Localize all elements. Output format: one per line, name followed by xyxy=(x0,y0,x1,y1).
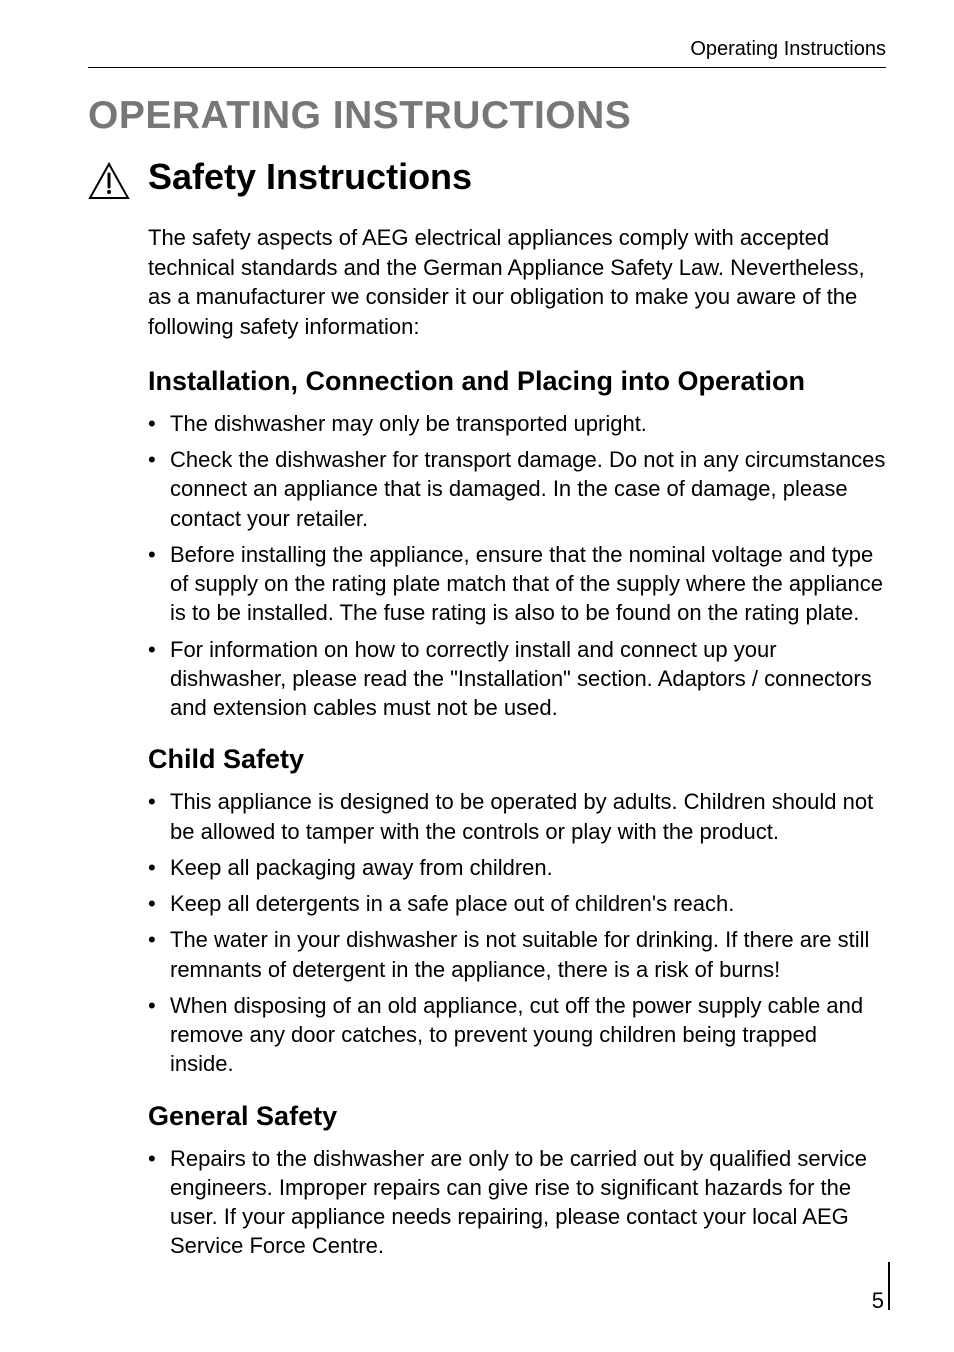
list-item: Check the dishwasher for transport damag… xyxy=(148,445,886,533)
list-item: Before installing the appliance, ensure … xyxy=(148,540,886,628)
main-title: OPERATING INSTRUCTIONS xyxy=(88,94,886,138)
content-block: The safety aspects of AEG electrical app… xyxy=(148,223,886,1261)
warning-triangle-icon xyxy=(88,156,148,205)
intro-paragraph: The safety aspects of AEG electrical app… xyxy=(148,223,886,342)
page: Operating Instructions OPERATING INSTRUC… xyxy=(0,0,954,1261)
list-item: Keep all packaging away from children. xyxy=(148,853,886,882)
side-rule xyxy=(888,1262,890,1310)
page-number: 5 xyxy=(872,1288,884,1314)
sub-title: General Safety xyxy=(148,1101,886,1132)
header-row: Operating Instructions xyxy=(88,38,886,68)
running-title: Operating Instructions xyxy=(690,38,886,61)
list-item: The water in your dishwasher is not suit… xyxy=(148,925,886,984)
list-item: Repairs to the dishwasher are only to be… xyxy=(148,1144,886,1261)
list-item: The dishwasher may only be transported u… xyxy=(148,409,886,438)
list-item: When disposing of an old appliance, cut … xyxy=(148,991,886,1079)
bullet-list: This appliance is designed to be operate… xyxy=(148,787,886,1078)
list-item: Keep all detergents in a safe place out … xyxy=(148,889,886,918)
section-heading-row: Safety Instructions xyxy=(88,156,886,205)
sub-title: Child Safety xyxy=(148,744,886,775)
section-title: Safety Instructions xyxy=(148,156,472,198)
sub-title: Installation, Connection and Placing int… xyxy=(148,366,886,397)
bullet-list: Repairs to the dishwasher are only to be… xyxy=(148,1144,886,1261)
bullet-list: The dishwasher may only be transported u… xyxy=(148,409,886,723)
list-item: This appliance is designed to be operate… xyxy=(148,787,886,846)
list-item: For information on how to correctly inst… xyxy=(148,635,886,723)
